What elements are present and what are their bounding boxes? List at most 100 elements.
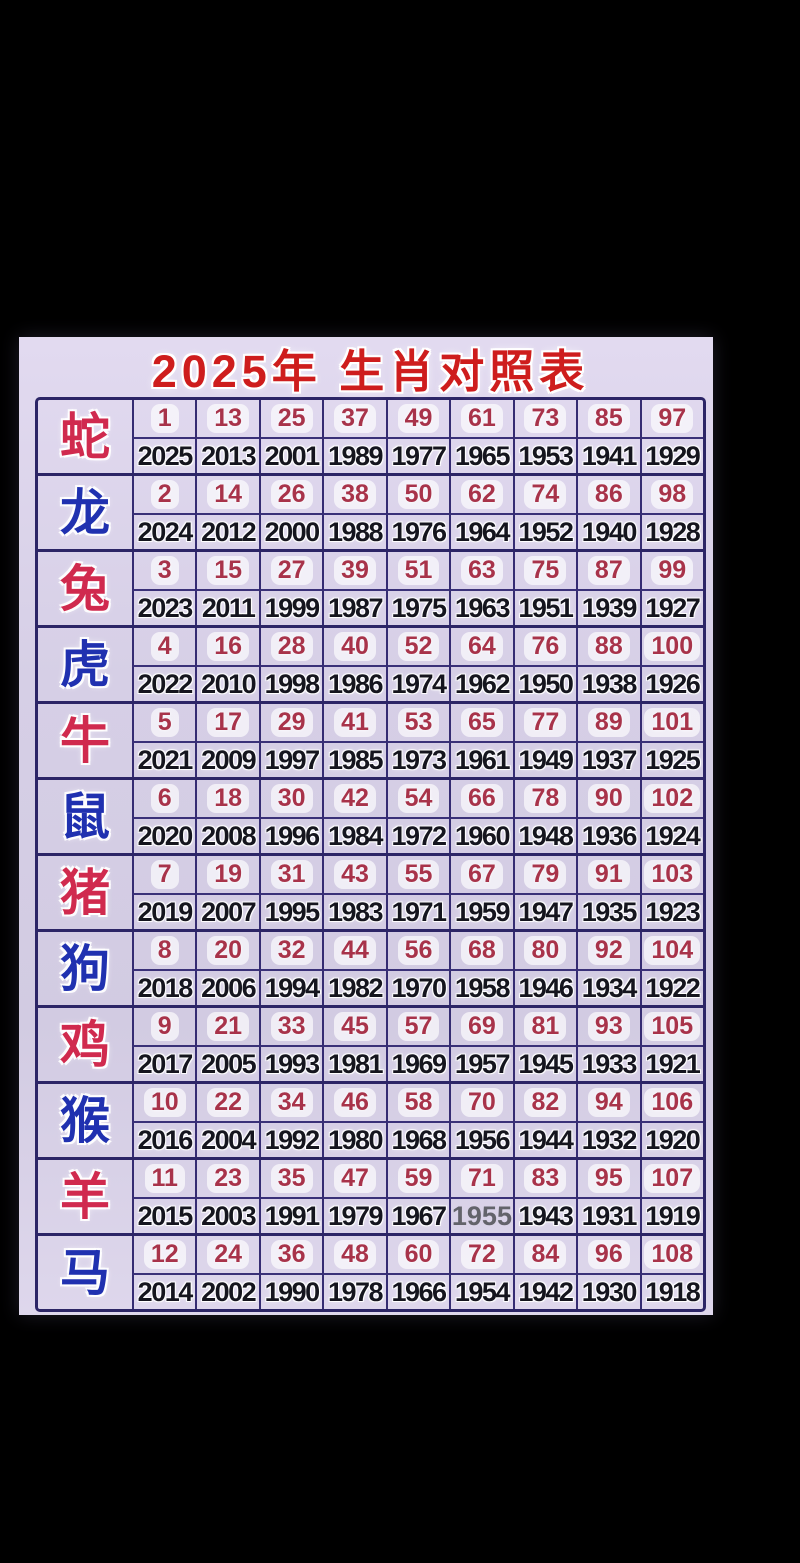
- zodiac-row-1: 蛇 1 13 25 37 49 61 73 85 97 2025 2013 2001 1989 1977 19…: [38, 400, 703, 473]
- age-value: 47: [334, 1164, 376, 1193]
- age-value: 96: [587, 1240, 630, 1269]
- age-value: 60: [397, 1240, 440, 1269]
- age-cell: 79: [512, 856, 577, 895]
- age-value: 70: [461, 1088, 503, 1117]
- age-value: 40: [334, 632, 376, 661]
- year-cell: 2010: [195, 667, 258, 701]
- year-cell: 1921: [639, 1047, 703, 1081]
- year-cell: 1942: [512, 1275, 576, 1309]
- age-value: 101: [644, 708, 701, 737]
- age-cell: 71: [449, 1160, 513, 1199]
- animal-cell: 鼠: [60, 788, 110, 845]
- year-cell: 1989: [322, 439, 385, 473]
- age-value: 105: [644, 1012, 701, 1041]
- age-value: 62: [461, 480, 503, 509]
- age-cell: 2: [132, 476, 196, 515]
- year-cell: 1980: [322, 1123, 385, 1157]
- age-value: 87: [587, 556, 630, 585]
- age-cell: 98: [639, 476, 703, 515]
- year-cell: 1953: [512, 439, 576, 473]
- age-value: 31: [270, 860, 313, 889]
- age-value: 108: [644, 1240, 701, 1269]
- age-cell: 26: [258, 476, 323, 515]
- zodiac-row-6: 鼠 6 18 30 42 54 66 78 90 102 2020 2008 1996 1984 1972 1…: [38, 777, 703, 853]
- year-cell: 1929: [639, 439, 703, 473]
- year-cell: 1949: [512, 743, 576, 777]
- year-cell: 1919: [639, 1199, 703, 1233]
- animal-cell: 兔: [60, 560, 110, 617]
- year-cell: 1932: [576, 1123, 639, 1157]
- age-value: 53: [397, 708, 440, 737]
- year-cell: 1987: [322, 591, 385, 625]
- age-cell: 73: [512, 400, 577, 439]
- zodiac-row-3: 兔 3 15 27 39 51 63 75 87 99 2023 2011 1999 1987 1975 19…: [38, 549, 703, 625]
- zodiac-row-5: 牛 5 17 29 41 53 65 77 89 101 2021 2009 1997 1985 1973 1…: [38, 701, 703, 777]
- age-value: 41: [334, 708, 376, 737]
- year-cell: 1930: [576, 1275, 639, 1309]
- year-cell: 1963: [449, 591, 512, 625]
- age-value: 45: [334, 1012, 376, 1041]
- age-value: 29: [270, 708, 313, 737]
- animal-cell: 蛇: [60, 408, 110, 465]
- age-cell: 46: [322, 1084, 386, 1123]
- age-cell: 89: [576, 704, 640, 743]
- age-cell: 72: [449, 1236, 513, 1275]
- age-cell: 42: [322, 780, 386, 819]
- year-cell: 2016: [132, 1123, 195, 1157]
- year-cell: 1966: [385, 1275, 449, 1309]
- age-value: 78: [524, 784, 567, 813]
- age-value: 42: [334, 784, 376, 813]
- age-cell: 100: [639, 628, 703, 667]
- age-value: 8: [150, 936, 179, 965]
- age-value: 14: [207, 480, 250, 509]
- age-value: 23: [207, 1164, 250, 1193]
- age-cell: 4: [132, 628, 196, 667]
- age-value: 99: [651, 556, 694, 585]
- age-value: 6: [150, 784, 179, 813]
- age-cell: 12: [132, 1236, 196, 1275]
- age-cell: 19: [195, 856, 259, 895]
- age-cell: 95: [576, 1160, 640, 1199]
- age-value: 11: [144, 1164, 185, 1193]
- age-cell: 108: [639, 1236, 703, 1275]
- age-cell: 41: [322, 704, 386, 743]
- year-cell: 1947: [512, 895, 576, 929]
- age-value: 4: [150, 632, 179, 661]
- age-cell: 29: [258, 704, 323, 743]
- age-value: 85: [587, 404, 630, 433]
- age-cell: 93: [576, 1008, 640, 1047]
- age-cell: 8: [132, 932, 196, 971]
- year-cell: 2025: [132, 439, 195, 473]
- age-value: 50: [397, 480, 440, 509]
- year-cell: 2012: [195, 515, 258, 549]
- year-cell: 1964: [449, 515, 512, 549]
- year-cell: 1975: [385, 591, 449, 625]
- age-value: 103: [644, 860, 701, 889]
- year-cell: 1934: [576, 971, 639, 1005]
- year-cell: 1940: [576, 515, 639, 549]
- year-cell: 1988: [322, 515, 385, 549]
- age-cell: 9: [132, 1008, 196, 1047]
- age-value: 90: [587, 784, 630, 813]
- age-value: 43: [334, 860, 376, 889]
- year-cell: 2002: [195, 1275, 258, 1309]
- year-cell: 1936: [576, 819, 639, 853]
- age-value: 51: [397, 556, 440, 585]
- year-cell: 2021: [132, 743, 195, 777]
- year-cell: 1939: [576, 591, 639, 625]
- zodiac-row-8: 狗 8 20 32 44 56 68 80 92 104 2018 2006 1994 1982 1970 1…: [38, 929, 703, 1005]
- age-value: 55: [397, 860, 440, 889]
- age-cell: 97: [639, 400, 703, 439]
- age-cell: 11: [132, 1160, 196, 1199]
- age-value: 67: [461, 860, 503, 889]
- year-cell: 2020: [132, 819, 195, 853]
- age-value: 36: [270, 1240, 313, 1269]
- age-value: 84: [524, 1240, 567, 1269]
- age-cell: 63: [449, 552, 513, 591]
- zodiac-table: 蛇 1 13 25 37 49 61 73 85 97 2025 2013 2001 1989 1977 19…: [35, 397, 706, 1312]
- age-value: 63: [461, 556, 503, 585]
- age-value: 72: [461, 1240, 503, 1269]
- year-cell: 2009: [195, 743, 258, 777]
- animal-cell: 羊: [60, 1168, 110, 1225]
- age-cell: 57: [385, 1008, 450, 1047]
